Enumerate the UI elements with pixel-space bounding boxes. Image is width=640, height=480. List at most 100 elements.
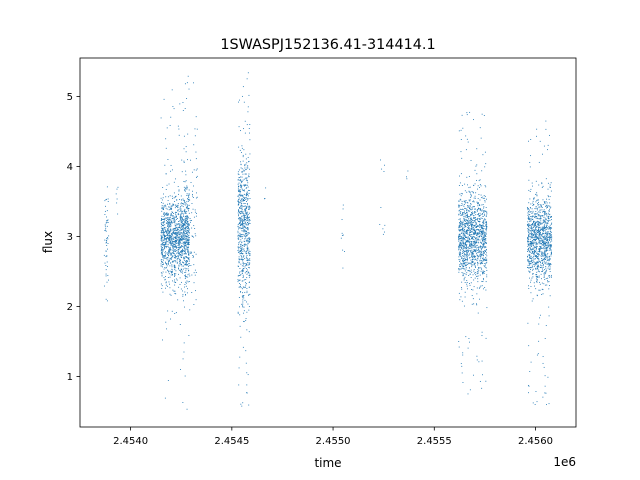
data-point [463,231,465,232]
data-point [548,210,550,212]
data-point [484,259,486,261]
data-point [238,182,240,184]
data-point [463,278,465,280]
data-point [473,229,475,231]
data-point [241,305,243,307]
data-point [239,268,241,269]
data-point [246,238,248,240]
data-point [187,251,189,253]
data-point [471,244,473,246]
data-point [464,234,466,236]
data-point [478,208,480,210]
data-point [166,213,168,215]
data-point [179,103,181,105]
data-point [182,270,184,272]
data-point [173,197,175,199]
data-point [173,251,175,252]
data-point [545,249,547,251]
data-point [172,251,174,253]
data-point [164,205,166,207]
data-point [161,235,163,237]
data-point [168,260,170,262]
data-point [467,206,469,208]
data-point [541,243,542,245]
data-point [181,232,183,234]
data-point [481,280,483,282]
data-point [174,237,176,239]
data-point [477,217,479,219]
data-point [241,280,243,282]
data-point [185,151,187,153]
data-point [238,244,240,246]
data-point [530,242,532,244]
data-point [162,249,164,251]
data-point [248,217,250,219]
data-point [535,226,537,228]
data-point [550,236,552,238]
data-point [532,252,533,254]
data-point [469,267,470,269]
data-point [178,237,180,238]
data-point [188,193,190,195]
data-point [460,262,462,264]
data-point [238,174,240,176]
data-point [544,238,546,240]
data-point [540,204,542,206]
data-point [171,233,173,235]
data-point [463,215,465,217]
data-point [248,267,250,268]
data-point [477,278,479,280]
data-point [240,202,242,204]
data-point [462,249,464,251]
data-point [164,235,166,237]
data-point [542,356,544,358]
data-point [485,259,487,261]
data-point [477,238,479,240]
data-point [542,271,543,272]
data-point [529,190,531,192]
data-point [529,254,531,256]
data-point [538,236,540,238]
data-point [184,218,186,220]
data-point [246,254,248,256]
data-point [458,200,460,202]
data-point [170,262,171,264]
data-point [545,213,547,214]
data-point [467,213,468,215]
data-point [535,226,537,228]
data-point [162,271,164,273]
data-point [528,244,530,246]
data-point [460,221,462,222]
data-point [179,270,181,271]
data-point [534,215,536,217]
data-point [476,242,478,244]
data-point [196,175,198,177]
data-point [240,180,242,182]
data-point [170,207,172,209]
data-point [240,213,242,215]
data-point [188,240,190,242]
data-point [544,214,546,216]
data-point [184,306,185,308]
data-point [165,207,167,209]
data-point [464,190,466,192]
data-point [182,222,183,224]
data-point [538,207,540,209]
data-point [163,244,165,246]
data-point [183,228,185,230]
data-point [460,241,462,243]
data-point [474,195,476,197]
data-point [241,180,243,182]
data-point [176,247,178,249]
data-point [473,264,475,266]
data-point [246,220,248,222]
data-point [532,264,534,266]
data-point [541,229,543,231]
data-point [168,206,170,208]
data-point [547,267,549,269]
data-point [188,269,190,271]
data-point [247,218,249,220]
data-point [541,183,543,185]
data-point [249,253,251,255]
data-point [468,221,470,223]
